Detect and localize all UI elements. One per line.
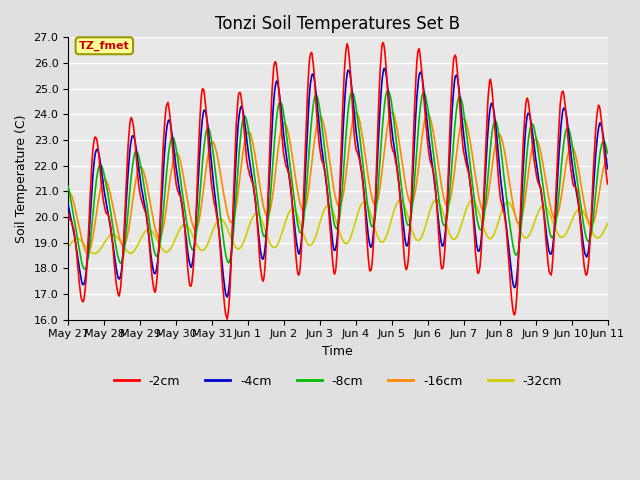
Title: Tonzi Soil Temperatures Set B: Tonzi Soil Temperatures Set B xyxy=(215,15,460,33)
Text: TZ_fmet: TZ_fmet xyxy=(79,41,130,51)
Legend: -2cm, -4cm, -8cm, -16cm, -32cm: -2cm, -4cm, -8cm, -16cm, -32cm xyxy=(109,370,567,393)
X-axis label: Time: Time xyxy=(323,345,353,358)
Y-axis label: Soil Temperature (C): Soil Temperature (C) xyxy=(15,114,28,243)
